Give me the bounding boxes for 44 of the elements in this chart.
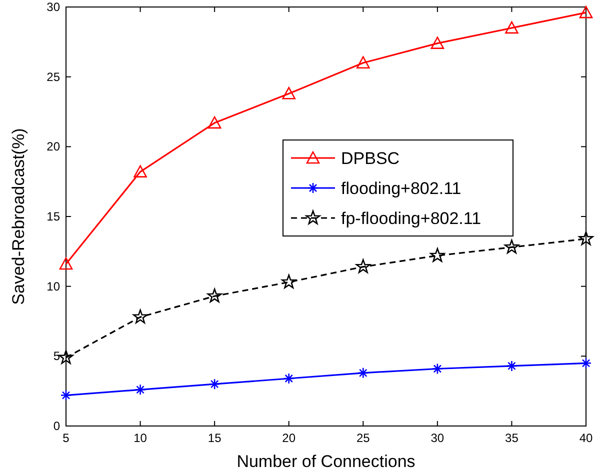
point — [430, 36, 444, 49]
point — [58, 350, 74, 364]
legend-label: fp-flooding+802.11 — [341, 209, 482, 228]
point — [207, 288, 222, 302]
point — [430, 248, 445, 262]
y-tick-label: 5 — [53, 349, 60, 364]
y-tick-label: 30 — [46, 0, 60, 14]
y-axis-title: Saved-Rebroadcast(%) — [9, 128, 28, 305]
point — [59, 257, 73, 270]
x-tick-label: 30 — [430, 431, 444, 445]
x-tick-label: 25 — [356, 431, 370, 445]
y-tick-label: 0 — [53, 419, 60, 433]
x-tick-label: 15 — [208, 431, 222, 445]
y-tick-label: 25 — [46, 70, 60, 84]
point — [356, 259, 370, 274]
point — [579, 6, 593, 18]
point — [132, 309, 148, 324]
point — [580, 358, 592, 369]
point — [208, 378, 220, 390]
point — [134, 384, 146, 396]
x-tick-label: 5 — [62, 431, 70, 445]
legend-label: DPBSC — [341, 149, 400, 168]
point — [578, 231, 594, 246]
legend-label: flooding+802.11 — [341, 179, 462, 198]
point — [283, 372, 295, 384]
x-tick-label: 20 — [282, 431, 296, 445]
y-tick-label: 20 — [46, 140, 60, 154]
point — [282, 86, 296, 100]
x-tick-label: 35 — [505, 431, 519, 445]
point — [208, 116, 222, 129]
point — [356, 56, 370, 69]
y-tick-label: 15 — [46, 210, 60, 224]
point — [60, 390, 72, 401]
point — [506, 360, 518, 372]
point — [282, 274, 296, 288]
x-tick-label: 40 — [579, 431, 593, 445]
y-tick-label: 10 — [46, 279, 60, 294]
x-axis-title: Number of Connections — [236, 452, 416, 471]
point — [505, 21, 518, 34]
point — [504, 240, 520, 254]
point — [134, 165, 147, 178]
point — [357, 367, 369, 379]
point — [432, 363, 444, 374]
x-tick-label: 10 — [134, 431, 148, 445]
